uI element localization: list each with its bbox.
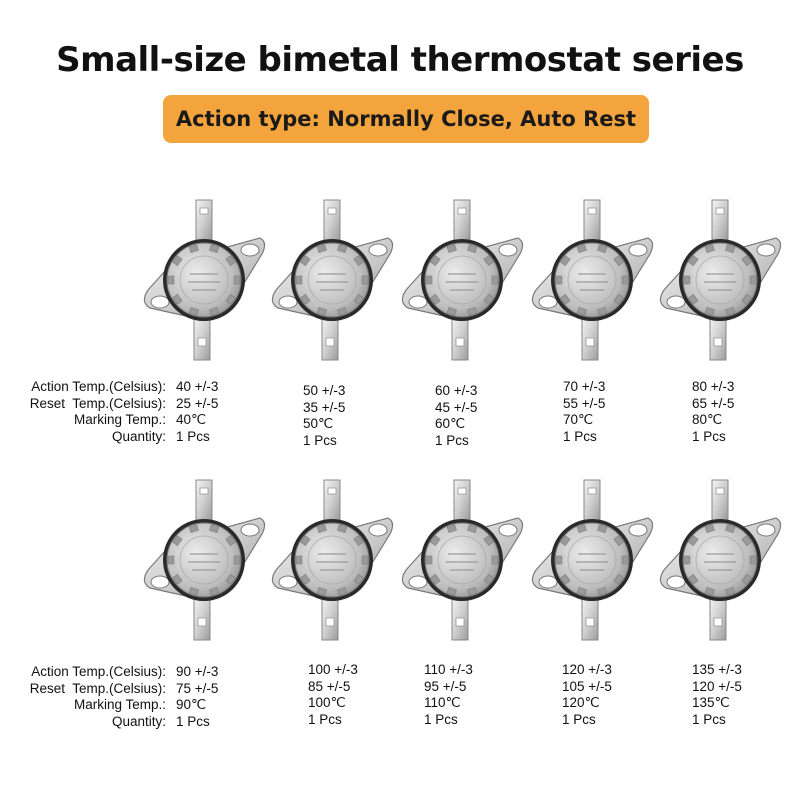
quantity-value: 1 Pcs [692, 711, 726, 727]
marking-temp-value: 135℃ [692, 695, 730, 710]
quantity-value: 1 Pcs [308, 711, 342, 727]
marking-temp-label: Marking Temp.: [73, 412, 166, 427]
thermostat-image [526, 478, 656, 648]
quantity-label: Quantity: [111, 713, 166, 729]
action-temp-value: 80 +/-3 [692, 379, 735, 394]
spec-values: 90 +/-3 75 +/-5 90℃ 1 Pcs [176, 664, 218, 730]
reset-temp-value: 25 +/-5 [176, 395, 219, 411]
reset-temp-value: 35 +/-5 [303, 399, 346, 415]
action-temp-value: 90 +/-3 [176, 664, 219, 679]
action-temp-value: 60 +/-3 [435, 383, 478, 398]
quantity-value: 1 Pcs [424, 711, 458, 727]
marking-temp-value: 90℃ [176, 697, 207, 712]
reset-temp-label: Reset Temp.(Celsius): [29, 395, 166, 411]
action-temp-value: 40 +/-3 [176, 379, 219, 394]
marking-temp-value: 120℃ [562, 695, 600, 710]
spec-values: 120 +/-3 105 +/-5 120℃ 1 Pcs [562, 662, 612, 728]
reset-temp-value: 55 +/-5 [563, 395, 606, 411]
quantity-value: 1 Pcs [692, 428, 726, 444]
thermostat-image [266, 478, 396, 648]
spec-values: 70 +/-3 55 +/-5 70℃ 1 Pcs [563, 379, 605, 445]
action-temp-label: Action Temp.(Celsius): [31, 664, 166, 679]
action-temp-value: 135 +/-3 [692, 662, 742, 677]
marking-temp-value: 40℃ [176, 412, 207, 427]
thermostat-illustration [401, 479, 524, 641]
thermostat-illustration [659, 199, 782, 361]
quantity-value: 1 Pcs [176, 428, 210, 444]
spec-values: 50 +/-3 35 +/-5 50℃ 1 Pcs [303, 383, 345, 449]
thermostat-illustration [401, 199, 524, 361]
reset-temp-value: 75 +/-5 [176, 680, 219, 696]
marking-temp-value: 50℃ [303, 416, 334, 431]
action-temp-label: Action Temp.(Celsius): [31, 379, 166, 394]
thermostat-illustration [659, 479, 782, 641]
thermostat-illustration [531, 199, 654, 361]
reset-temp-value: 120 +/-5 [692, 678, 742, 694]
thermostat-image [654, 198, 784, 368]
marking-temp-value: 80℃ [692, 412, 723, 427]
action-type-banner: Action type: Normally Close, Auto Rest [163, 95, 649, 143]
spec-values: 80 +/-3 65 +/-5 80℃ 1 Pcs [692, 379, 734, 445]
marking-temp-value: 60℃ [435, 416, 466, 431]
spec-values: 60 +/-3 45 +/-5 60℃ 1 Pcs [435, 383, 477, 449]
spec-values: 135 +/-3 120 +/-5 135℃ 1 Pcs [692, 662, 742, 728]
banner-text: Action type: Normally Close, Auto Rest [175, 107, 637, 131]
page-title: Small-size bimetal thermostat series [56, 40, 744, 80]
thermostat-image [526, 198, 656, 368]
reset-temp-value: 85 +/-5 [308, 678, 351, 694]
thermostat-illustration [271, 479, 394, 641]
reset-temp-value: 45 +/-5 [435, 399, 478, 415]
quantity-value: 1 Pcs [176, 713, 210, 729]
thermostat-image [138, 198, 268, 368]
reset-temp-value: 105 +/-5 [562, 678, 612, 694]
thermostat-image [396, 198, 526, 368]
quantity-value: 1 Pcs [562, 711, 596, 727]
quantity-label: Quantity: [111, 428, 166, 444]
action-temp-value: 110 +/-3 [424, 662, 473, 677]
action-temp-value: 50 +/-3 [303, 383, 346, 398]
marking-temp-label: Marking Temp.: [73, 697, 166, 712]
quantity-value: 1 Pcs [303, 432, 337, 448]
thermostat-image [396, 478, 526, 648]
thermostat-illustration [531, 479, 654, 641]
spec-values: 40 +/-3 25 +/-5 40℃ 1 Pcs [176, 379, 218, 445]
action-temp-value: 70 +/-3 [563, 379, 606, 394]
reset-temp-value: 95 +/-5 [424, 678, 467, 694]
spec-values: 100 +/-3 85 +/-5 100℃ 1 Pcs [308, 662, 358, 728]
thermostat-image [654, 478, 784, 648]
reset-temp-value: 65 +/-5 [692, 395, 735, 411]
thermostat-illustration [143, 479, 266, 641]
marking-temp-value: 100℃ [308, 695, 346, 710]
spec-labels: Action Temp.(Celsius): Reset Temp.(Celsi… [30, 664, 166, 730]
action-temp-value: 120 +/-3 [562, 662, 612, 677]
quantity-value: 1 Pcs [563, 428, 597, 444]
thermostat-illustration [271, 199, 394, 361]
reset-temp-label: Reset Temp.(Celsius): [29, 680, 166, 696]
thermostat-image [266, 198, 396, 368]
marking-temp-value: 110℃ [424, 695, 461, 710]
spec-values: 110 +/-3 95 +/-5 110℃ 1 Pcs [424, 662, 473, 728]
marking-temp-value: 70℃ [563, 412, 594, 427]
action-temp-value: 100 +/-3 [308, 662, 358, 677]
thermostat-illustration [143, 199, 266, 361]
spec-labels: Action Temp.(Celsius): Reset Temp.(Celsi… [30, 379, 166, 445]
thermostat-image [138, 478, 268, 648]
quantity-value: 1 Pcs [435, 432, 469, 448]
